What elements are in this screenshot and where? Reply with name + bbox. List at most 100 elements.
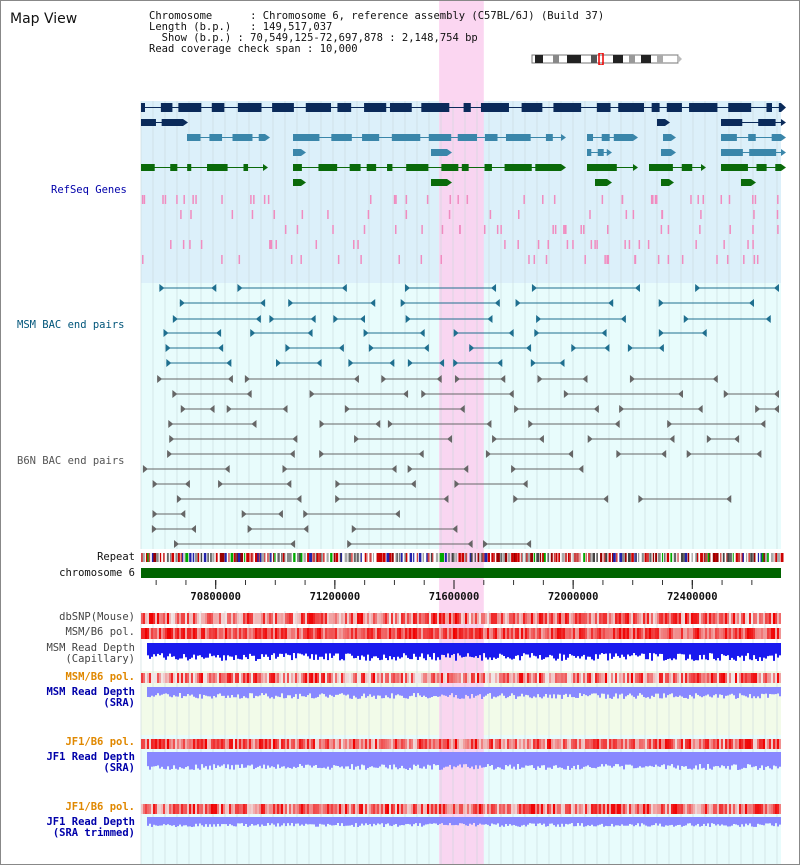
read-depth-bar (361, 643, 363, 656)
track-label-msm-depth-sra[interactable]: MSM Read Depth (SRA) (46, 687, 135, 709)
polymorphism-cell (401, 628, 403, 639)
bac-end-marker (400, 299, 406, 307)
read-depth-bar (519, 752, 521, 770)
read-depth-bar (293, 643, 295, 654)
polymorphism-cell (701, 673, 703, 683)
read-depth-bar (383, 687, 385, 699)
read-depth-bar (367, 687, 369, 697)
variant-tick (621, 195, 624, 204)
read-depth-bar (747, 687, 749, 698)
track-label-msm-b6-pol-1[interactable]: MSM/B6 pol. (65, 626, 135, 638)
track-label-jf1-depth-sra[interactable]: JF1 Read Depth (SRA) (46, 752, 135, 774)
polymorphism-cell (325, 673, 327, 683)
read-depth-bar (193, 752, 195, 770)
read-depth-bar (727, 817, 729, 827)
track-label-dbsnp[interactable]: dbSNP(Mouse) (59, 611, 135, 623)
read-depth-bar (309, 687, 311, 694)
polymorphism-cell (745, 673, 747, 683)
read-depth-bar (525, 752, 527, 766)
read-depth-bar (729, 817, 731, 827)
read-depth-bar (747, 643, 749, 654)
track-label-jf1-depth-trimmed[interactable]: JF1 Read Depth (SRA trimmed) (46, 817, 135, 839)
polymorphism-cell (447, 673, 449, 683)
polymorphism-cell (513, 673, 515, 683)
read-depth-bar (259, 752, 261, 766)
polymorphism-cell (669, 804, 671, 814)
repeat-segment (737, 553, 741, 562)
polymorphism-cell (449, 613, 451, 624)
read-depth-bar (533, 752, 535, 769)
polymorphism-cell (505, 804, 507, 814)
read-depth-bar (253, 817, 255, 826)
polymorphism-cell (473, 613, 475, 624)
polymorphism-cell (619, 628, 621, 639)
bac-end-marker (697, 405, 703, 413)
read-depth-bar (461, 817, 463, 824)
track-label-b6n-bac[interactable]: B6N BAC end pairs (17, 455, 125, 467)
read-depth-bar (185, 752, 187, 768)
read-depth-bar (429, 752, 431, 766)
read-depth-bar (617, 817, 619, 826)
read-depth-bar (477, 687, 479, 696)
read-depth-bar (527, 817, 529, 825)
track-label-msm-depth-capillary[interactable]: MSM Read Depth (Capillary) (46, 643, 135, 665)
polymorphism-cell (321, 739, 323, 749)
read-depth-bar (391, 817, 393, 827)
bac-end-marker (604, 344, 610, 352)
variant-tick (537, 240, 540, 249)
read-depth-bar (271, 817, 273, 824)
polymorphism-cell (361, 739, 363, 749)
track-label-msm-bac[interactable]: MSM BAC end pairs (17, 319, 125, 331)
read-depth-bar (703, 687, 705, 697)
read-depth-bar (217, 817, 219, 824)
polymorphism-cell (251, 673, 253, 683)
track-label-repeat[interactable]: Repeat (97, 551, 135, 563)
bac-end-marker (179, 299, 185, 307)
read-depth-bar (385, 752, 387, 768)
polymorphism-cell (443, 628, 445, 639)
polymorphism-cell (647, 739, 649, 749)
read-depth-bar (571, 752, 573, 769)
polymorphism-cell (557, 673, 559, 683)
read-depth-bar (189, 687, 191, 696)
read-depth-bar (445, 817, 447, 825)
polymorphism-cell (731, 613, 733, 624)
polymorphism-cell (671, 804, 673, 814)
bac-end-marker (436, 375, 442, 383)
bac-end-marker (226, 405, 232, 413)
polymorphism-cell (405, 673, 407, 683)
polymorphism-cell (521, 804, 523, 814)
read-depth-bar (209, 643, 211, 654)
polymorphism-cell (389, 804, 391, 814)
polymorphism-cell (701, 613, 703, 624)
track-label-jf1-b6-pol-2[interactable]: JF1/B6 pol. (65, 801, 135, 813)
polymorphism-cell (485, 673, 487, 683)
read-depth-bar (709, 643, 711, 654)
read-depth-bar (219, 752, 221, 767)
bac-end-marker (407, 465, 413, 473)
read-depth-bar (541, 643, 543, 660)
track-label-refseq-genes[interactable]: RefSeq Genes (51, 184, 127, 196)
track-label-msm-b6-pol-2[interactable]: MSM/B6 pol. (65, 671, 135, 683)
polymorphism-cell (731, 628, 733, 639)
bac-end-marker (559, 359, 565, 367)
polymorphism-cell (745, 739, 747, 749)
read-depth-bar (319, 752, 321, 768)
read-depth-bar (639, 643, 641, 656)
read-depth-bar (379, 643, 381, 661)
polymorphism-cell (533, 628, 535, 639)
polymorphism-cell (753, 628, 755, 639)
polymorphism-cell (433, 739, 435, 749)
bac-end-marker (163, 329, 169, 337)
read-depth-bar (245, 817, 247, 825)
polymorphism-cell (459, 804, 461, 814)
read-depth-bar (425, 752, 427, 769)
track-label-jf1-b6-pol-1[interactable]: JF1/B6 pol. (65, 736, 135, 748)
repeat-segment (691, 553, 693, 562)
bac-end-marker (765, 315, 771, 323)
chromosome-ideogram[interactable] (529, 53, 683, 65)
gene-exon (331, 134, 352, 141)
polymorphism-cell (683, 673, 685, 683)
polymorphism-cell (323, 628, 325, 639)
read-depth-bar (177, 643, 179, 660)
